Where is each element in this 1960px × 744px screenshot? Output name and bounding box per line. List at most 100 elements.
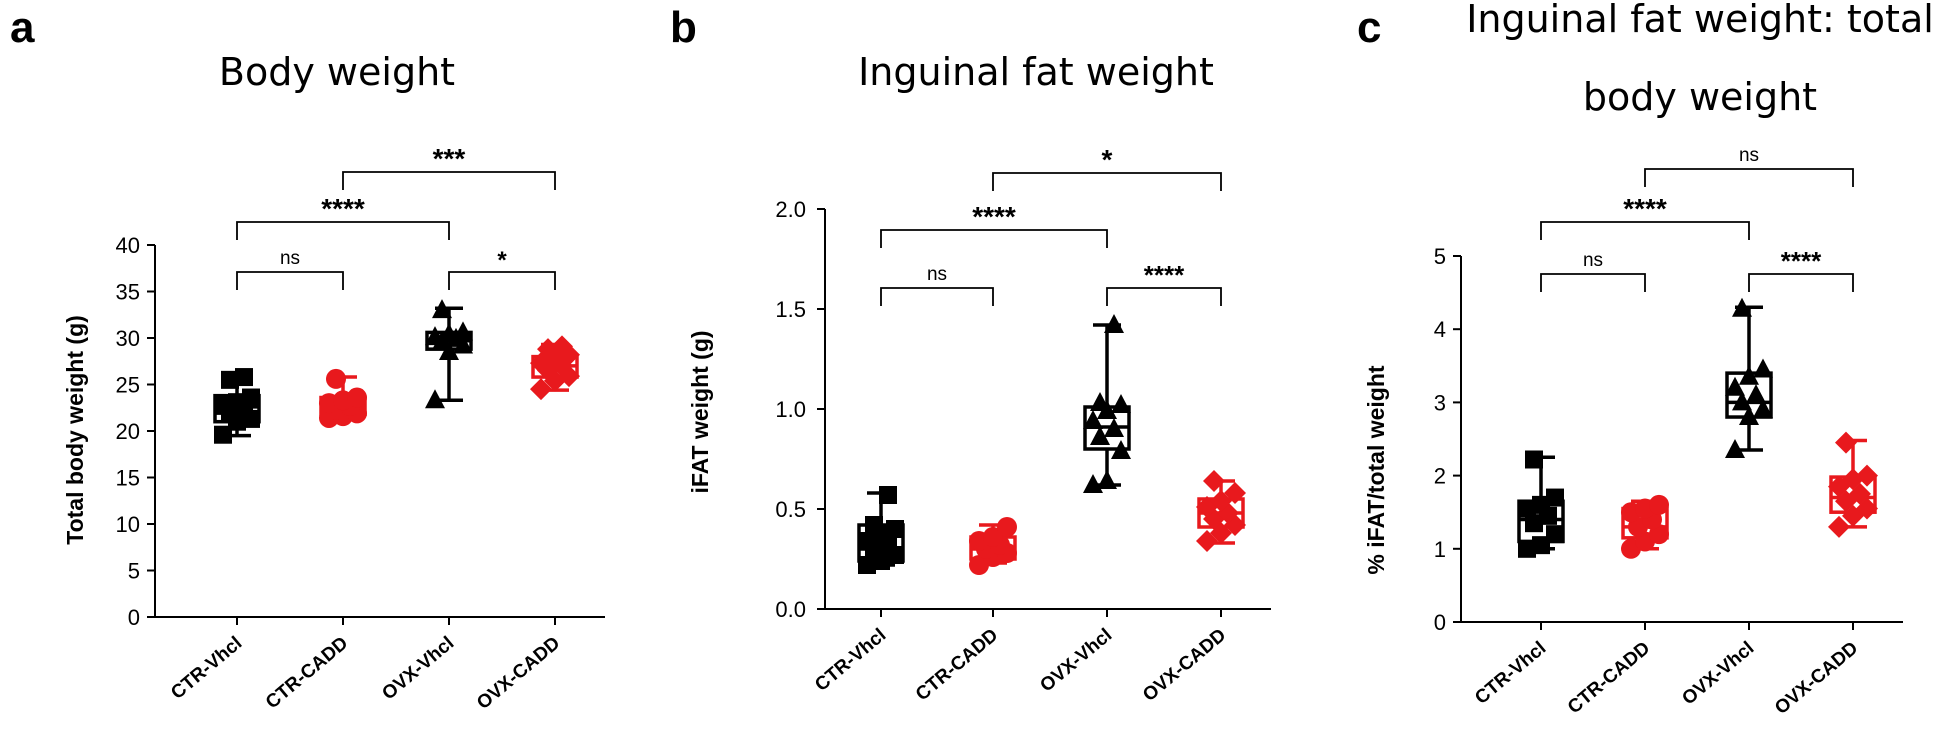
x-tick-label: OVX-CADD	[1771, 638, 1862, 719]
box-plot-ovx-vhcl	[425, 299, 473, 409]
bracket-line	[1106, 287, 1222, 306]
data-point	[1546, 488, 1564, 507]
y-tick-label: 1.0	[775, 397, 806, 422]
significance-label: ***	[433, 143, 466, 174]
y-tick-label: 15	[116, 466, 140, 491]
data-point	[1746, 384, 1766, 404]
data-point	[1090, 392, 1110, 411]
x-tick-label: CTR-Vhcl	[167, 633, 246, 704]
x-tick-label: CTR-CADD	[912, 625, 1002, 706]
significance-label: ****	[1623, 193, 1667, 224]
y-tick-label: 20	[116, 419, 140, 444]
x-tick-label: OVX-Vhcl	[1678, 638, 1758, 710]
data-point	[1518, 499, 1536, 518]
panel-a: a Body weight Total body weight (g) 0 5 10…	[10, 3, 605, 714]
significance-label: ****	[972, 201, 1016, 232]
data-point	[439, 323, 459, 343]
y-axis-label-c: % iFAT/total weight	[1363, 365, 1389, 574]
data-point	[1739, 406, 1759, 426]
y-tick-label: 3	[1434, 390, 1446, 415]
y-tick-label: 5	[128, 559, 140, 584]
significance-label: ns	[1739, 145, 1759, 166]
data-point	[1532, 495, 1550, 514]
significance-bracket: ns	[1540, 250, 1646, 292]
data-point	[1739, 365, 1759, 385]
data-point	[537, 338, 559, 361]
data-point	[1732, 297, 1752, 317]
panel-c: c Inguinal fat weight: total body weight…	[1357, 0, 1934, 719]
data-point	[214, 425, 232, 444]
data-point	[432, 299, 452, 319]
panel-letter-b: b	[670, 3, 697, 52]
data-point	[1753, 398, 1773, 418]
bracket-line	[1540, 221, 1750, 240]
chart-title-c: Inguinal fat weight: total	[1466, 0, 1934, 41]
significance-label: ****	[1781, 246, 1822, 276]
box-plot-ovx-cadd	[1196, 470, 1246, 552]
data-point	[1224, 482, 1246, 504]
data-point	[879, 486, 897, 504]
y-tick-label: 10	[116, 512, 140, 537]
significance-bracket: ****	[1106, 260, 1222, 306]
chart-title-a: Body weight	[219, 50, 455, 94]
data-point	[1732, 391, 1752, 411]
bracket-line	[236, 221, 450, 240]
data-point	[1525, 450, 1543, 469]
bracket-line	[880, 229, 1108, 248]
box-plot-ovx-vhcl	[1083, 314, 1131, 493]
significance-label: ****	[321, 193, 365, 224]
y-axis-label-a: Total body weight (g)	[62, 315, 88, 545]
data-point	[1835, 431, 1857, 454]
significance-label: ns	[927, 264, 947, 285]
data-point	[1828, 515, 1850, 538]
y-tick-label: 1.5	[775, 297, 806, 322]
y-tick-label: 0.5	[775, 497, 806, 522]
significance-bracket: ****	[1540, 193, 1750, 240]
bracket-line	[236, 271, 344, 290]
x-tick-label: OVX-Vhcl	[1036, 625, 1116, 697]
bracket-line	[880, 287, 994, 306]
x-tick-label: OVX-CADD	[1139, 625, 1230, 706]
bracket-line	[342, 171, 556, 190]
significance-bracket: ns	[236, 248, 344, 290]
box-plot-ctr-cadd	[969, 517, 1017, 575]
data-point	[1083, 410, 1103, 429]
data-point	[879, 538, 897, 556]
bracket-line	[1644, 168, 1854, 187]
data-point	[1525, 514, 1543, 533]
significance-bracket: ****	[1748, 246, 1854, 292]
chart-title-c-line2: body weight	[1583, 75, 1817, 119]
box-plot-ctr-cadd	[319, 368, 367, 428]
box-plot-ovx-cadd	[530, 335, 580, 401]
significance-bracket: ns	[1644, 145, 1854, 187]
significance-bracket: *	[448, 247, 556, 290]
data-point	[1104, 418, 1124, 437]
panel-letter-c: c	[1357, 3, 1381, 52]
data-point	[551, 335, 573, 358]
significance-label: *	[497, 247, 507, 274]
bracket-line	[1540, 273, 1646, 292]
x-tick-label: CTR-Vhcl	[1471, 638, 1550, 709]
data-point	[997, 517, 1017, 537]
significance-bracket: ****	[880, 201, 1108, 248]
data-point	[983, 527, 1003, 547]
data-point	[439, 340, 459, 360]
y-tick-label: 1	[1434, 537, 1446, 562]
y-tick-label: 0	[1434, 610, 1446, 635]
y-tick-label: 35	[116, 280, 140, 305]
data-point	[1097, 470, 1117, 489]
significance-bracket: ****	[236, 193, 450, 240]
data-point	[865, 516, 883, 534]
significance-bracket: ns	[880, 264, 994, 306]
x-tick-label: OVX-Vhcl	[378, 633, 458, 705]
box-plot-ovx-cadd	[1828, 431, 1878, 538]
significance-bracket: *	[992, 144, 1222, 191]
bracket-line	[448, 271, 556, 290]
data-point	[858, 556, 876, 574]
panel-letter-a: a	[10, 3, 35, 52]
significance-label: *	[1102, 144, 1113, 175]
box-plot-ctr-vhcl	[213, 368, 261, 444]
y-tick-label: 5	[1434, 244, 1446, 269]
data-point	[1725, 376, 1745, 396]
box-plot-ctr-cadd	[1621, 494, 1669, 559]
